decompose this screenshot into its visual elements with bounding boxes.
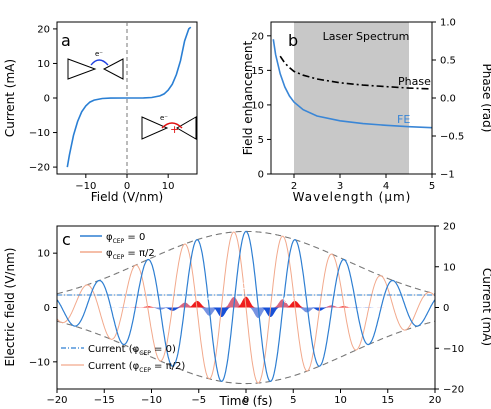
hole-label: + <box>170 123 179 136</box>
panel-c-y-ticks: −10 0 10 <box>29 249 57 368</box>
current-pulse-area <box>221 297 246 308</box>
panel-a-x-ticks: −10 0 10 <box>75 174 175 192</box>
panel-c-ylabel: Electric field (V/nm) <box>3 248 17 367</box>
x-tick-label: 10 <box>334 395 347 406</box>
panel-b-y2label: Phase (rad) <box>480 64 491 133</box>
y2-tick-label: 20 <box>443 222 456 233</box>
panel-b-y2-ticks: −1 −0.5 0.0 0.5 1.0 <box>432 18 464 181</box>
y2-tick-label: −1 <box>440 170 455 181</box>
y-tick-label: 20 <box>251 31 264 42</box>
y-tick-label: 20 <box>37 24 50 35</box>
panel-b-y-ticks: 0 5 10 15 20 <box>251 31 271 181</box>
panel-c-letter: c <box>62 230 71 249</box>
x-tick-label: 4 <box>383 181 389 192</box>
y2-tick-label: 1.0 <box>440 18 456 29</box>
laser-spectrum-band <box>294 22 409 174</box>
q-plus-label: Q⁺ <box>199 296 211 306</box>
panel-a-iv-curve <box>66 26 192 168</box>
current-pulse-area <box>258 307 283 317</box>
panel-a-xlabel: Field (V/nm) <box>91 190 163 204</box>
y-tick-label: 10 <box>251 100 264 111</box>
phase-curve <box>279 55 433 90</box>
panel-a-letter: a <box>61 31 71 50</box>
y2-tick-label: 0.5 <box>440 56 456 67</box>
x-tick-label: 3 <box>337 181 343 192</box>
electron-label-bottom: e⁻ <box>160 114 168 122</box>
panel-a-y-ticks: −20 −10 0 10 20 <box>29 24 57 174</box>
x-tick-label: −20 <box>46 395 67 406</box>
legend-cep0: φCEP = 0 <box>106 232 145 245</box>
y-tick-label: 15 <box>251 66 264 77</box>
panel-b-ylabel: Field enhancement <box>241 40 255 155</box>
panel-b-x-ticks: 2 3 4 5 <box>291 174 435 192</box>
legend-upper: φCEP = 0 φCEP = π/2 <box>80 232 155 261</box>
x-tick-label: −10 <box>141 395 162 406</box>
y2-tick-label: −20 <box>443 385 464 396</box>
y-tick-label: 0 <box>258 170 264 181</box>
phase-curve-label: Phase <box>398 75 431 88</box>
x-tick-label: −5 <box>191 395 206 406</box>
panel-c: c Q⁺ Q⁻ Q⁻ φCEP = 0 φCEP = π/2 Current (… <box>3 222 491 409</box>
x-tick-label: 5 <box>429 181 435 192</box>
envelope-lower <box>57 320 435 385</box>
tunnel-junction-inset-top: e⁻ <box>67 50 124 80</box>
q-minus-label-left: Q⁻ <box>241 282 253 292</box>
panel-a-ylabel: Current (mA) <box>3 59 17 137</box>
current-pulse-area <box>270 299 295 308</box>
y-tick-label: −10 <box>29 128 50 139</box>
legend-current-cep-pi2: Current (φCEP = π/2) <box>88 361 185 374</box>
x-tick-label: −10 <box>75 181 96 192</box>
y2-tick-label: 0.0 <box>440 94 456 105</box>
y-tick-label: 10 <box>37 249 50 260</box>
electron-label-top: e⁻ <box>95 50 103 58</box>
y2-tick-label: 0 <box>443 303 449 314</box>
y-tick-label: −10 <box>29 357 50 368</box>
y2-tick-label: −10 <box>443 344 464 355</box>
y2-tick-label: 10 <box>443 262 456 273</box>
panel-c-x-ticks: −20 −15 −10 −5 0 5 10 15 20 <box>46 389 441 406</box>
x-tick-label: 0 <box>243 395 249 406</box>
panel-c-xlabel: Time (fs) <box>218 394 272 408</box>
legend-current-cep0: Current (φCEP = 0) <box>88 344 176 357</box>
y2-tick-label: −0.5 <box>440 132 464 143</box>
y-tick-label: −20 <box>29 163 50 174</box>
field-cep-0-curve <box>57 230 435 383</box>
x-tick-label: 2 <box>291 181 297 192</box>
y-tick-label: 10 <box>37 59 50 70</box>
panel-b-letter: b <box>288 31 298 50</box>
laser-spectrum-label: Laser Spectrum <box>323 30 410 43</box>
legend-lower: Current (φCEP = 0) Current (φCEP = π/2) <box>61 344 185 374</box>
legend-cep-pi2: φCEP = π/2 <box>106 248 155 261</box>
y-tick-label: 5 <box>258 135 264 146</box>
field-enhancement-curve <box>272 39 433 129</box>
y-tick-label: 0 <box>44 94 50 105</box>
fe-curve-label: FE <box>397 113 410 126</box>
current-pulse-area <box>234 296 258 308</box>
x-tick-label: 15 <box>381 395 394 406</box>
x-tick-label: 20 <box>429 395 442 406</box>
panel-b-xlabel: Wavelength (μm) <box>293 190 412 204</box>
panel-a: a e⁻ e⁻ + −10 0 10 −20 −10 0 10 20 Field (V/nm… <box>3 21 198 204</box>
q-minus-label-right: Q⁻ <box>283 296 295 306</box>
panel-c-y2-ticks: −20 −10 0 10 20 <box>435 222 464 396</box>
x-tick-label: −15 <box>94 395 115 406</box>
panel-c-y2label: Current (mA) <box>480 268 491 346</box>
x-tick-label: 0 <box>124 181 130 192</box>
x-tick-label: 10 <box>162 181 175 192</box>
tunnel-junction-inset-bottom: e⁻ + <box>141 114 197 140</box>
x-tick-label: 5 <box>290 395 296 406</box>
field-cep-pi2-curve <box>57 231 435 384</box>
y-tick-label: 0 <box>44 303 50 314</box>
